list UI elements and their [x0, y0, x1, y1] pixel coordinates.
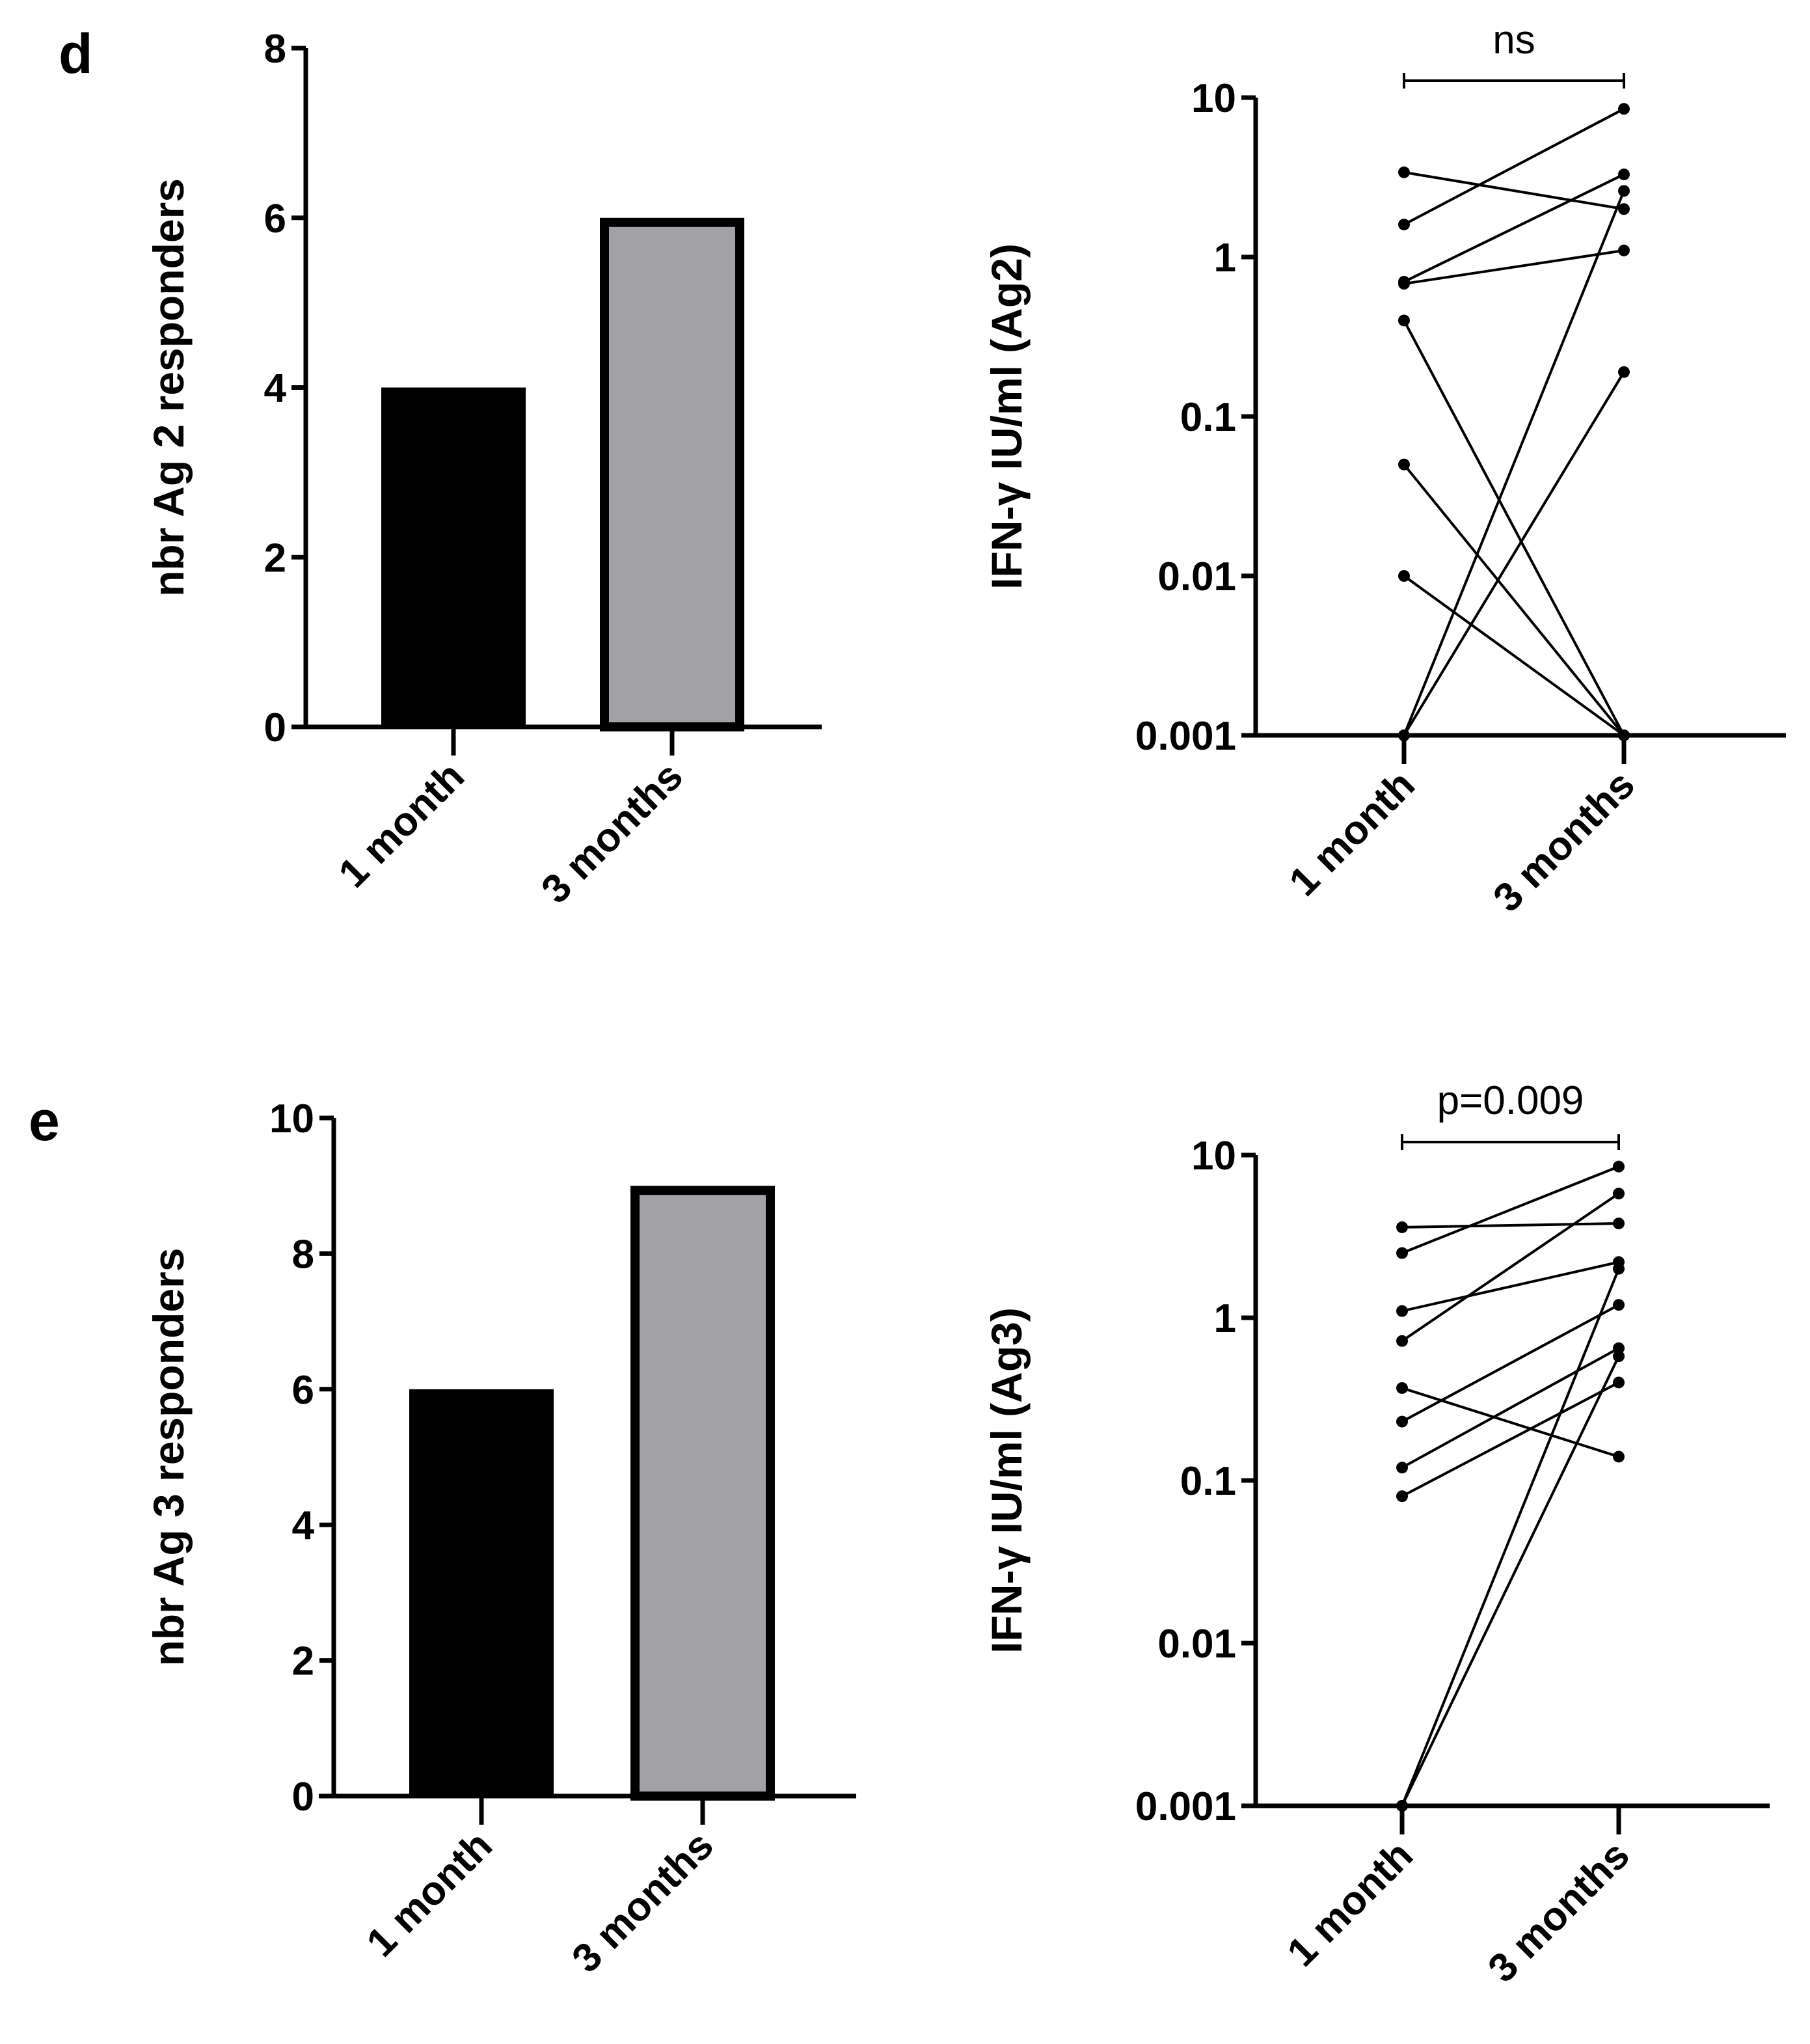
- y-axis-label: nbr Ag 2 responders: [144, 178, 193, 597]
- series-line-3: [1403, 173, 1625, 283]
- x-tick-label: 1 month: [331, 754, 473, 896]
- data-point-3-months: [1613, 1299, 1625, 1311]
- y-tick-label: 8: [292, 1232, 314, 1277]
- series-line-6: [1403, 463, 1625, 737]
- panel-label-e: e: [29, 1090, 60, 1152]
- data-point-1-month: [1398, 278, 1410, 290]
- chart-ag3-responders-bar: 0 2 4 6 8 10 1 month 3 months nbr Ag 3 responder…: [144, 1097, 856, 1982]
- y-tick-label: 0: [292, 1775, 314, 1819]
- significance-annotation: p=0.009: [1437, 1078, 1584, 1123]
- bar-1-month: [381, 387, 526, 727]
- data-point-1-month: [1398, 314, 1410, 327]
- data-point-1-month: [1396, 1221, 1408, 1233]
- data-point-3-months: [1618, 203, 1630, 215]
- series-line-1: [1403, 170, 1625, 211]
- y-tick-label: 6: [264, 197, 286, 241]
- series-line-4: [1401, 1192, 1620, 1342]
- y-axis-label: IFN-γ IU/ml (Ag2): [982, 243, 1031, 590]
- y-tick-label: 0.001: [1135, 714, 1236, 759]
- series-line-6: [1401, 1303, 1619, 1423]
- series-line-1: [1401, 1222, 1619, 1229]
- panel-label-d: d: [59, 23, 93, 85]
- y-axis-label: IFN-γ IU/ml (Ag3): [982, 1307, 1031, 1654]
- y-tick-label: 0.01: [1157, 1622, 1236, 1667]
- data-point-3-months: [1613, 1218, 1625, 1230]
- y-tick-label: 10: [1191, 1134, 1236, 1179]
- data-point-1-month: [1396, 1247, 1408, 1259]
- y-tick-label: 0.1: [1180, 1459, 1236, 1504]
- bar-1-month: [409, 1389, 554, 1796]
- data-point-3-months: [1613, 1451, 1625, 1463]
- y-tick-label: 4: [264, 366, 287, 411]
- data-point-1-month: [1396, 1490, 1408, 1503]
- x-tick-label: 3 months: [1479, 1833, 1638, 1991]
- bar-3-months: [630, 1186, 775, 1801]
- series-line-8: [1403, 190, 1625, 736]
- chart-ag2-responders-bar: 0 2 4 6 8 1 month 3 months nbr Ag 2 responders: [144, 27, 822, 912]
- y-tick-label: 0.01: [1157, 554, 1236, 599]
- series-line-5: [1403, 320, 1625, 736]
- chart-ag2-ifn-paired: 0.001 0.01 0.1 1 10 1 month 3 months ns IFN-γ IU…: [982, 18, 1786, 921]
- data-point-1-month: [1396, 1335, 1408, 1347]
- data-point-1-month: [1398, 166, 1410, 178]
- data-point-3-months: [1618, 185, 1630, 197]
- y-tick-label: 4: [292, 1503, 315, 1548]
- y-tick-label: 1: [1214, 1296, 1236, 1341]
- y-tick-label: 10: [269, 1097, 314, 1141]
- x-tick-label: 1 month: [1279, 1833, 1422, 1975]
- data-point-3-months: [1613, 1188, 1625, 1200]
- series-line-2: [1403, 107, 1625, 226]
- data-point-1-month: [1396, 1462, 1408, 1474]
- y-tick-label: 2: [264, 536, 286, 580]
- series-line-2: [1401, 1165, 1619, 1255]
- data-point-1-month: [1398, 218, 1410, 230]
- y-tick-label: 0: [264, 705, 286, 750]
- data-point-1-month: [1398, 570, 1410, 582]
- data-point-3-months: [1613, 1160, 1625, 1173]
- bar-3-months: [600, 217, 744, 731]
- y-tick-label: 1: [1214, 236, 1236, 280]
- series-line-5: [1401, 1387, 1619, 1458]
- data-point-3-months: [1613, 1342, 1625, 1354]
- series-line-9: [1403, 371, 1625, 737]
- data-point-1-month: [1396, 1305, 1408, 1317]
- data-point-3-months: [1618, 103, 1630, 115]
- data-point-1-month: [1398, 458, 1410, 470]
- data-point-3-months: [1618, 366, 1630, 378]
- series-line-8: [1401, 1381, 1619, 1497]
- data-point-1-month: [1396, 1415, 1408, 1428]
- y-tick-label: 10: [1191, 76, 1236, 121]
- y-tick-label: 0.001: [1135, 1784, 1236, 1829]
- chart-ag3-ifn-paired: 0.001 0.01 0.1 1 10 1 month 3 months p=0.009 IFN…: [982, 1078, 1770, 1991]
- data-point-3-months: [1618, 244, 1630, 256]
- x-tick-label: 3 months: [1485, 762, 1643, 921]
- series-line-7: [1403, 575, 1625, 737]
- data-point-3-months: [1613, 1376, 1625, 1389]
- x-tick-label: 1 month: [358, 1823, 501, 1965]
- x-tick-label: 3 months: [533, 754, 692, 912]
- y-tick-label: 0.1: [1180, 395, 1236, 440]
- series-line-4: [1403, 249, 1625, 286]
- series-line-3: [1401, 1260, 1619, 1313]
- data-point-3-months: [1613, 1350, 1625, 1363]
- x-tick-label: 1 month: [1281, 762, 1424, 905]
- significance-annotation: ns: [1493, 18, 1535, 62]
- y-tick-label: 8: [264, 27, 286, 72]
- y-tick-label: 2: [292, 1639, 314, 1684]
- series-line-7: [1401, 1347, 1619, 1469]
- data-point-1-month: [1396, 1382, 1408, 1394]
- series-line-10: [1401, 1356, 1620, 1806]
- series-line-9: [1401, 1268, 1620, 1806]
- y-tick-label: 6: [292, 1368, 314, 1413]
- data-point-3-months: [1613, 1262, 1625, 1275]
- data-point-3-months: [1618, 168, 1630, 180]
- x-tick-label: 3 months: [563, 1823, 722, 1982]
- y-axis-label: nbr Ag 3 responders: [144, 1247, 193, 1666]
